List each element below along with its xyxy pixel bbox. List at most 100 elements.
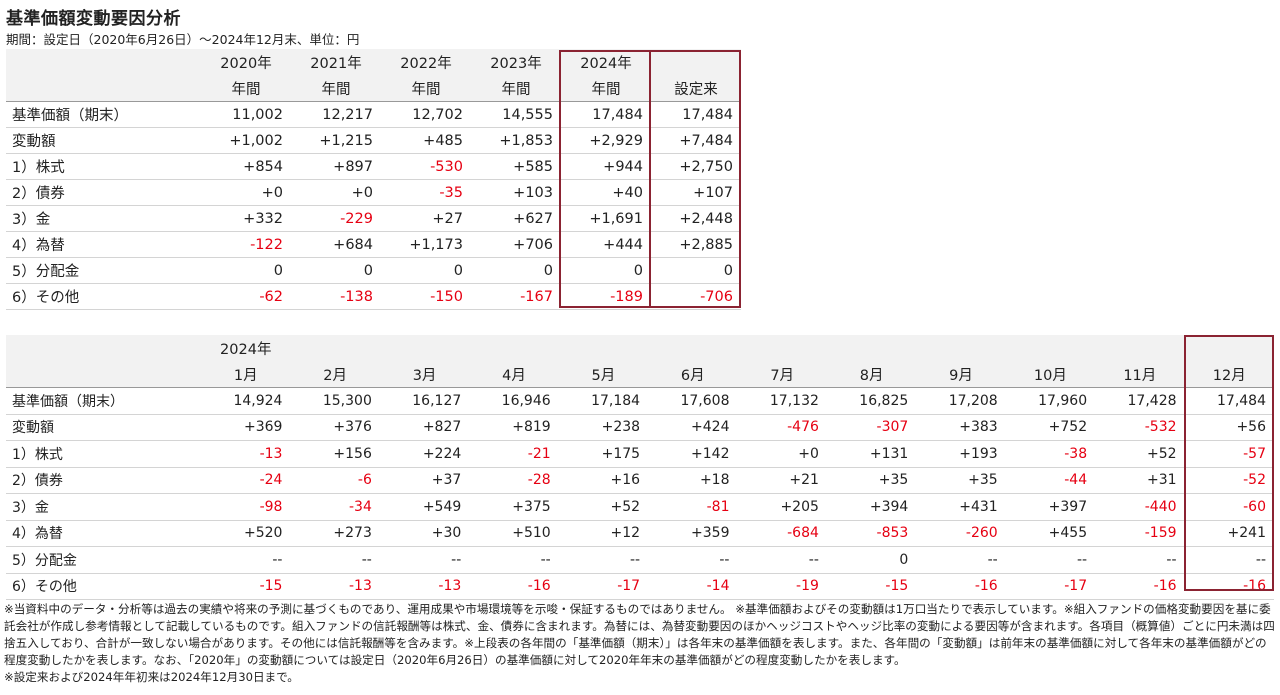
row-label: 2）債券 [6,467,202,494]
table-cell: -81 [648,493,738,521]
column-header-year [1095,335,1185,361]
table-cell: +0 [737,440,827,468]
table-cell: -16 [1184,573,1274,600]
table-row: 6）その他 -15 -13 -13 -16 -17 -14 -19 -15 -16 -17 -16 -1… [6,573,1274,600]
table-row: 5）分配金 0 0 0 0 0 0 [6,257,741,284]
table-cell: -706 [651,283,741,310]
table-cell: +897 [291,153,381,180]
column-header-month: 1月 [201,361,291,388]
table-cell: 17,184 [558,387,649,415]
table-cell: +485 [381,127,471,154]
table-cell: +193 [916,440,1006,468]
table-cell: -150 [381,283,471,310]
column-header-year: 2023年 [471,49,561,75]
table-cell: -476 [737,414,827,441]
table-cell: +107 [651,179,741,206]
table-cell: 16,127 [379,387,470,415]
table-cell: +2,885 [651,231,741,258]
row-label: 4）為替 [6,231,201,258]
table-row: 基準価額（期末） 11,002 12,217 12,702 14,555 17,484 17… [6,101,741,128]
table-cell: +224 [379,440,470,468]
row-label: 4）為替 [6,520,202,547]
table-cell: +510 [469,520,559,547]
table-cell: -6 [290,467,380,494]
table-cell: -16 [916,573,1006,600]
table-row: 2）債券 +0 +0 -35 +103 +40 +107 [6,179,741,206]
column-header-month: 5月 [558,361,649,388]
column-header-period: 年間 [291,75,381,102]
table-row: 4）為替 -122 +684 +1,173 +706 +444 +2,885 [6,231,741,258]
table-cell: +2,929 [561,127,651,154]
table-cell: -57 [1184,440,1274,468]
table-cell: 14,924 [201,387,291,415]
column-header-period: 年間 [201,75,291,102]
column-header-period: 年間 [381,75,471,102]
table-cell: +627 [471,205,561,232]
table-cell: +1,215 [291,127,381,154]
footnote-period: ※設定来および2024年年初来は2024年12月30日まで。 [4,670,299,684]
table-cell: 0 [826,546,917,574]
table-cell: -532 [1095,414,1185,441]
column-header-month: 3月 [379,361,470,388]
table-cell: -13 [201,440,291,468]
row-label: 6）その他 [6,573,202,600]
table-cell: 0 [381,257,471,284]
table-cell: -260 [916,520,1006,547]
table-row: 基準価額（期末） 14,924 15,300 16,127 16,946 17,184 17… [6,387,1274,415]
table-cell: +332 [201,205,291,232]
table-cell: -35 [381,179,471,206]
table-cell: +369 [201,414,291,441]
row-label: 3）金 [6,205,201,232]
column-header-year [737,335,827,361]
table-cell: 17,484 [651,101,741,128]
column-header-year [469,335,559,361]
page-subtitle: 期間：設定日（2020年6月26日）～2024年12月末、単位：円 [6,32,360,47]
table-cell: 15,300 [290,387,380,415]
row-label: 5）分配金 [6,257,201,284]
table-cell: 17,960 [1005,387,1096,415]
table-cell: -- [1005,546,1096,574]
table-cell: 16,825 [826,387,917,415]
table-row: 変動額 +1,002 +1,215 +485 +1,853 +2,929 +7,484 [6,127,741,154]
header-corner [6,75,201,102]
table-cell: 0 [471,257,561,284]
table-cell: +944 [561,153,651,180]
table-cell: 11,002 [201,101,291,128]
table-cell: +585 [471,153,561,180]
table-cell: +549 [379,493,470,521]
header-row: 1月 2月 3月 4月 5月 6月 7月 8月 9月 10月 11月 12月 [6,361,1274,388]
table-cell: 17,428 [1095,387,1185,415]
table-cell: +18 [648,467,738,494]
table-cell: -167 [471,283,561,310]
table-cell: -16 [469,573,559,600]
table-cell: -44 [1005,467,1096,494]
table-cell: -24 [201,467,291,494]
table-cell: +854 [201,153,291,180]
column-header-month: 2月 [290,361,380,388]
table-cell: +375 [469,493,559,521]
table-cell: +394 [826,493,917,521]
table-cell: +7,484 [651,127,741,154]
table-cell: 17,608 [648,387,738,415]
table-cell: +30 [379,520,470,547]
row-label: 1）株式 [6,153,201,180]
table-cell: +273 [290,520,380,547]
column-header-year: 2024年 [561,49,651,75]
table-cell: +0 [291,179,381,206]
column-header-period: 年間 [561,75,651,102]
table-cell: -- [1184,546,1274,574]
table-cell: -- [916,546,1006,574]
table-cell: -159 [1095,520,1185,547]
table-cell: -- [469,546,559,574]
row-label: 3）金 [6,493,202,521]
table-cell: +444 [561,231,651,258]
table-cell: +21 [737,467,827,494]
table-cell: -17 [558,573,649,600]
column-header-month: 7月 [737,361,827,388]
row-label: 1）株式 [6,440,202,468]
table-cell: -138 [291,283,381,310]
column-header-year [648,335,738,361]
table-cell: +684 [291,231,381,258]
header-row: 2024年 [6,335,1274,361]
table-cell: -440 [1095,493,1185,521]
